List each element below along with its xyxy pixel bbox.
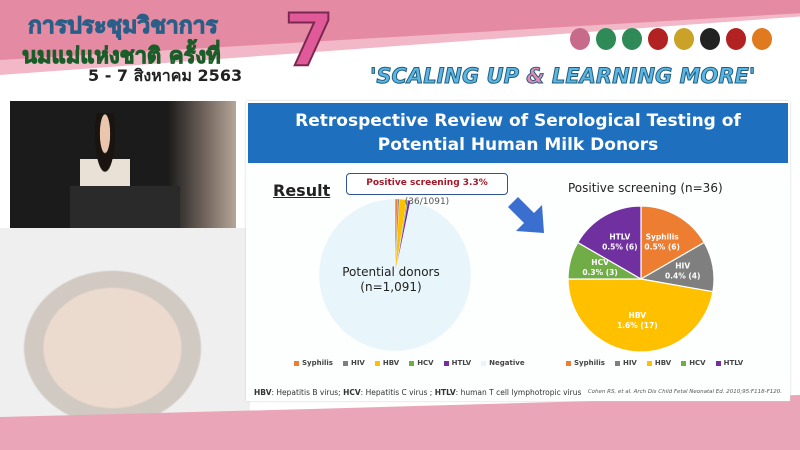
legend-label: Syphilis xyxy=(574,359,605,367)
footnote-text: : human T cell lymphotropic virus xyxy=(455,388,582,397)
conference-title-line1: การประชุมวิชาการ xyxy=(28,13,219,40)
slice-label: HIV xyxy=(675,262,690,271)
right-chart-title: Positive screening (n=36) xyxy=(568,181,723,195)
legend-label: HTLV xyxy=(451,359,472,367)
legend-label: HIV xyxy=(350,359,365,367)
legend-label: HTLV xyxy=(723,359,744,367)
legend-label: Syphilis xyxy=(302,359,333,367)
slogan-part1: 'SCALING UP xyxy=(369,64,527,89)
legend-label: HBV xyxy=(382,359,400,367)
legend-swatch xyxy=(566,360,571,366)
sponsor-logo xyxy=(570,28,590,50)
legend-item: HBV xyxy=(646,359,672,367)
slogan-part2: LEARNING MORE' xyxy=(544,64,756,89)
donor-count: (n=1,091) xyxy=(360,280,422,294)
legend-swatch xyxy=(409,360,415,366)
slice-label: HTLV xyxy=(609,232,630,241)
legend-label: HCV xyxy=(417,359,434,367)
footnote-abbr: HCV xyxy=(343,388,361,397)
legend-swatch xyxy=(342,360,348,366)
pie-slice-syphilis xyxy=(640,205,706,281)
legend-item: HTLV xyxy=(443,359,472,367)
footnote-text: : Hepatitis C virus ; xyxy=(360,388,435,397)
citation: Cohen RS, et al. Arch Dis Child Fetal Ne… xyxy=(587,389,782,395)
legend-swatch xyxy=(374,360,380,366)
speaker-video xyxy=(10,101,236,228)
left-legend: Syphilis HIV HBV HCV HTLV Negative xyxy=(294,359,525,367)
conference-title-line2: นมแม่แห่งชาติ ครั้งที่ xyxy=(22,44,222,70)
legend-item: HIV xyxy=(614,359,637,367)
presentation-slide: Retrospective Review of Serological Test… xyxy=(246,101,790,401)
legend-swatch xyxy=(294,360,299,366)
sponsor-logo xyxy=(674,28,694,50)
sponsor-logo xyxy=(700,28,720,50)
footnote-abbr: HBV xyxy=(254,388,272,397)
footnote-abbr: HTLV xyxy=(434,388,456,397)
legend-item: HTLV xyxy=(715,359,744,367)
legend-swatch xyxy=(443,360,449,366)
right-legend: Syphilis HIV HBV HCV HTLV xyxy=(566,359,743,367)
legend-item: Syphilis xyxy=(294,359,333,367)
legend-item: HCV xyxy=(409,359,434,367)
pie-slice-negative xyxy=(318,198,472,352)
legend-label: HBV xyxy=(654,359,672,367)
sponsor-logo xyxy=(726,28,746,50)
legend-item: Syphilis xyxy=(566,359,605,367)
donor-label: Potential donors (n=1,091) xyxy=(306,265,476,295)
slice-label: 1.6% (17) xyxy=(617,321,658,330)
callout-rest: (36/1091) xyxy=(404,197,450,207)
arrow-icon xyxy=(508,197,544,233)
sponsor-logo xyxy=(648,28,668,50)
slice-label: HBV xyxy=(629,311,647,320)
pie-slice-hbv xyxy=(567,278,714,353)
podium xyxy=(70,186,180,228)
legend-item: HIV xyxy=(342,359,365,367)
conference-dates: 5 - 7 สิงหาคม 2563 xyxy=(88,66,243,85)
slice-label: 0.3% (3) xyxy=(582,268,618,277)
pie-slice-htlv xyxy=(576,205,642,281)
edition-number: 7 xyxy=(283,0,335,82)
sponsor-logos xyxy=(570,28,772,50)
callout-bold: Positive screening 3.3% xyxy=(366,178,488,188)
sponsor-logo xyxy=(596,28,616,50)
background-child-photo xyxy=(0,228,250,428)
slide-header: Retrospective Review of Serological Test… xyxy=(248,103,788,163)
footnote: HBV: Hepatitis B virus; HCV: Hepatitis C… xyxy=(254,388,581,397)
slide-title-line2: Potential Human Milk Donors xyxy=(377,135,659,155)
positive-screening-callout: Positive screening 3.3% (36/1091) xyxy=(346,173,508,207)
slice-label: HCV xyxy=(591,258,609,267)
slide-title-line1: Retrospective Review of Serological Test… xyxy=(295,111,741,131)
legend-label: HCV xyxy=(689,359,706,367)
legend-item: Negative xyxy=(481,359,525,367)
slice-label: 0.5% (6) xyxy=(602,242,638,251)
slogan: 'SCALING UP & LEARNING MORE' xyxy=(369,64,756,89)
slogan-amp: & xyxy=(526,64,545,89)
legend-swatch xyxy=(681,360,687,366)
legend-swatch xyxy=(715,360,721,366)
legend-swatch xyxy=(481,360,487,366)
legend-label: Negative xyxy=(489,359,525,367)
slice-label: 0.5% (6) xyxy=(644,242,680,251)
legend-item: HCV xyxy=(681,359,706,367)
legend-swatch xyxy=(614,360,620,366)
legend-item: HBV xyxy=(374,359,400,367)
legend-swatch xyxy=(646,360,652,366)
legend-label: HIV xyxy=(622,359,637,367)
result-heading: Result xyxy=(273,181,331,200)
footnote-text: : Hepatitis B virus; xyxy=(271,388,344,397)
sponsor-logo xyxy=(752,28,772,50)
slice-label: Syphilis xyxy=(646,232,680,241)
slice-label: 0.4% (4) xyxy=(665,272,701,281)
sponsor-logo xyxy=(622,28,642,50)
donor-label-text: Potential donors xyxy=(342,265,440,279)
